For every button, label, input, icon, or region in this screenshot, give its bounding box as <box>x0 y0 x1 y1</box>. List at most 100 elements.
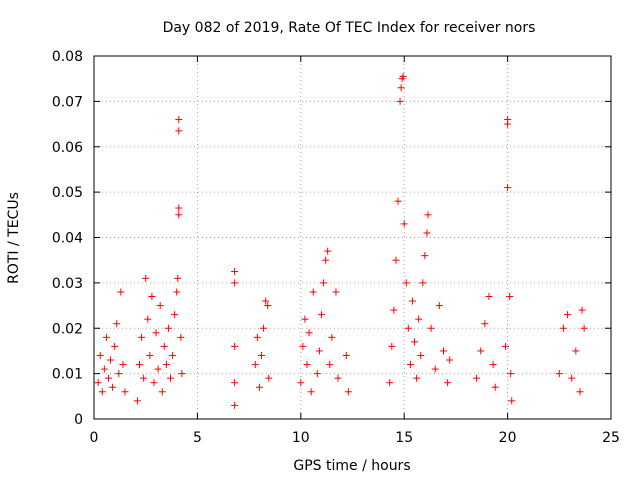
data-point <box>415 315 423 323</box>
data-point <box>404 324 412 332</box>
data-point <box>142 274 150 282</box>
data-point <box>392 256 400 264</box>
data-point <box>504 184 512 192</box>
data-point <box>555 370 563 378</box>
y-tick-label: 0.03 <box>52 276 83 292</box>
x-tick-label: 0 <box>90 430 99 446</box>
data-point <box>397 84 405 92</box>
data-point <box>406 361 414 369</box>
data-point <box>413 374 421 382</box>
data-point <box>164 324 172 332</box>
data-point <box>177 333 185 341</box>
data-point <box>231 342 239 350</box>
data-point <box>568 374 576 382</box>
chart-title: Day 082 of 2019, Rate Of TEC Index for r… <box>163 20 536 36</box>
data-point <box>317 311 325 319</box>
data-point <box>251 361 259 369</box>
data-point <box>578 306 586 314</box>
data-point <box>396 97 404 105</box>
data-point <box>160 342 168 350</box>
x-tick-labels: 0 5 10 15 20 25 <box>90 430 620 446</box>
data-point <box>135 361 143 369</box>
data-point <box>175 204 183 212</box>
data-point <box>473 374 481 382</box>
data-point <box>400 220 408 228</box>
data-points <box>94 72 588 409</box>
x-tick-label: 20 <box>499 430 517 446</box>
y-axis-label: ROTI / TECUs <box>6 192 22 284</box>
data-point <box>502 342 510 350</box>
grid <box>94 56 611 419</box>
data-point <box>111 342 119 350</box>
data-point <box>167 374 175 382</box>
data-point <box>154 365 162 373</box>
data-point <box>253 333 261 341</box>
data-point <box>477 347 485 355</box>
data-point <box>146 351 154 359</box>
data-point <box>169 351 177 359</box>
data-point <box>258 351 266 359</box>
data-point <box>156 302 164 310</box>
data-point <box>423 229 431 237</box>
data-point <box>162 361 170 369</box>
data-point <box>564 311 572 319</box>
data-point <box>424 211 432 219</box>
data-point <box>421 252 429 260</box>
data-point <box>504 116 512 124</box>
plot-frame <box>93 55 612 420</box>
data-point <box>507 370 515 378</box>
data-point <box>446 356 454 364</box>
data-point <box>152 329 160 337</box>
y-tick-labels: 0 0.01 0.02 0.03 0.04 0.05 0.06 0.07 0.08 <box>52 49 83 428</box>
y-tick-label: 0.02 <box>52 321 83 337</box>
data-point <box>158 388 166 396</box>
data-point <box>390 306 398 314</box>
data-point <box>175 211 183 219</box>
data-point <box>102 333 110 341</box>
data-point <box>576 388 584 396</box>
data-point <box>580 324 588 332</box>
data-point <box>140 374 148 382</box>
data-point <box>115 370 123 378</box>
x-tick-label: 10 <box>292 430 310 446</box>
data-point <box>394 197 402 205</box>
data-point <box>328 333 336 341</box>
data-point <box>324 247 332 255</box>
data-point <box>485 292 493 300</box>
data-point <box>307 388 315 396</box>
data-point <box>175 116 183 124</box>
x-axis-label: GPS time / hours <box>293 458 410 474</box>
data-point <box>435 302 443 310</box>
data-point <box>334 374 342 382</box>
data-point <box>265 374 273 382</box>
data-point <box>417 351 425 359</box>
data-point <box>297 379 305 387</box>
data-point <box>231 268 239 276</box>
data-point <box>320 279 328 287</box>
data-point <box>264 302 272 310</box>
data-point <box>144 315 152 323</box>
data-point <box>489 361 497 369</box>
x-tick-label: 15 <box>395 430 413 446</box>
data-point <box>109 383 117 391</box>
axis-ticks <box>93 55 612 420</box>
data-point <box>444 379 452 387</box>
data-point <box>138 333 146 341</box>
y-tick-label: 0.05 <box>52 185 83 201</box>
data-point <box>491 383 499 391</box>
data-point <box>344 388 352 396</box>
y-tick-label: 0.06 <box>52 140 83 156</box>
x-tick-label: 25 <box>602 430 620 446</box>
data-point <box>173 288 181 296</box>
y-tick-label: 0.08 <box>52 49 83 65</box>
data-point <box>572 347 580 355</box>
x-tick-label: 5 <box>193 430 202 446</box>
data-point <box>150 379 158 387</box>
data-point <box>481 320 489 328</box>
data-point <box>439 347 447 355</box>
data-point <box>408 297 416 305</box>
data-point <box>96 351 104 359</box>
data-point <box>133 397 141 405</box>
data-point <box>104 374 112 382</box>
